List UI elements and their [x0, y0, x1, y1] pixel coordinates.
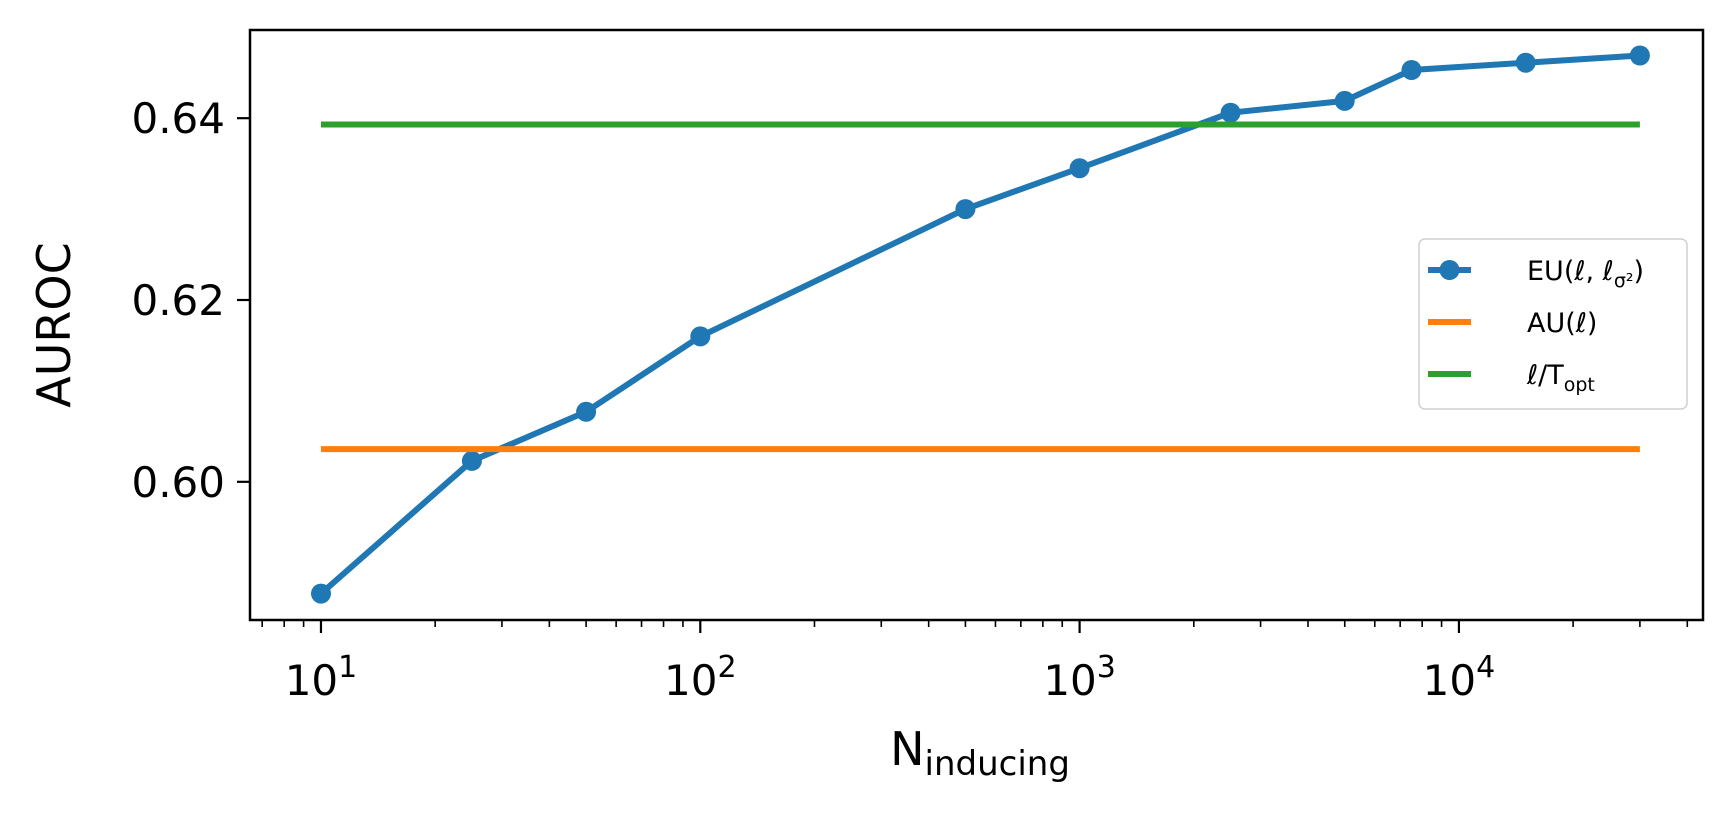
y-axis-label: AUROC [27, 242, 81, 407]
series-0-point-5 [1069, 158, 1090, 179]
plot-lines [311, 45, 1650, 604]
series-0-point-10 [1629, 45, 1650, 66]
legend-label-0: EU(ℓ, ℓσ²) [1527, 256, 1644, 292]
legend-frame [1418, 238, 1688, 410]
legend-label-2: ℓ/Topt [1526, 360, 1595, 396]
y-axis-ticks: 0.60 0.62 0.64 [131, 94, 250, 507]
x-axis-ticks: 101 102 103 104 [261, 620, 1689, 705]
series-0-point-4 [955, 199, 976, 220]
x-tick-label: 104 [1423, 650, 1496, 705]
series-0-point-2 [576, 401, 597, 422]
series-0-point-7 [1334, 90, 1355, 111]
legend-label-1: AU(ℓ) [1527, 308, 1597, 339]
series-0-point-8 [1401, 60, 1422, 80]
x-tick-label: 103 [1043, 650, 1116, 705]
x-tick-label: 101 [285, 650, 358, 705]
series-0-point-3 [690, 326, 711, 347]
series-0-point-1 [461, 450, 482, 471]
series-0-point-9 [1515, 52, 1536, 73]
x-tick-label: 102 [664, 650, 737, 705]
series-0-point-0 [311, 583, 331, 604]
x-axis-label: Ninducing [890, 722, 1070, 784]
series-0-point-6 [1220, 102, 1241, 123]
y-tick-label: 0.62 [131, 276, 225, 325]
y-tick-label: 0.64 [131, 94, 225, 143]
legend-marker-0 [1439, 260, 1460, 280]
plot-area-frame [248, 28, 1705, 622]
legend: EU(ℓ, ℓσ²) AU(ℓ) ℓ/Topt [1418, 238, 1688, 410]
y-tick-label: 0.60 [131, 458, 225, 507]
